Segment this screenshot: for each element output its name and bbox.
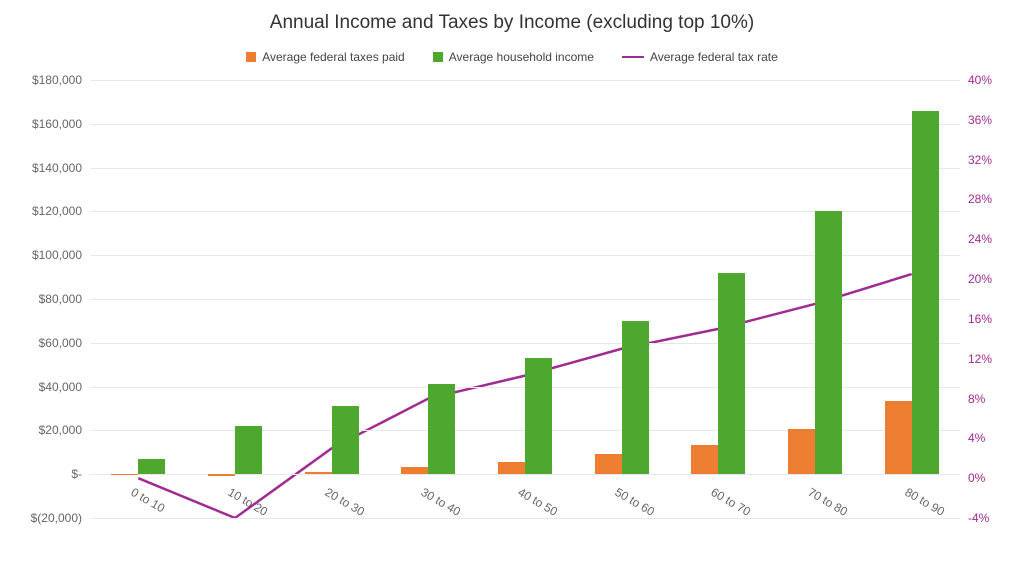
y-right-tick-label: 32% xyxy=(968,153,1018,167)
bar-taxes xyxy=(595,454,622,474)
gridline xyxy=(90,80,960,81)
y-left-tick-label: $60,000 xyxy=(2,336,82,350)
y-right-tick-label: 8% xyxy=(968,392,1018,406)
legend-item-income: Average household income xyxy=(433,50,594,64)
y-right-tick-label: 24% xyxy=(968,232,1018,246)
legend-label-taxes: Average federal taxes paid xyxy=(262,50,405,64)
legend-swatch-rate xyxy=(622,56,644,59)
gridline xyxy=(90,168,960,169)
y-left-tick-label: $180,000 xyxy=(2,73,82,87)
y-right-tick-label: 36% xyxy=(968,113,1018,127)
y-left-tick-label: $40,000 xyxy=(2,380,82,394)
y-left-tick-label: $120,000 xyxy=(2,204,82,218)
chart-title: Annual Income and Taxes by Income (exclu… xyxy=(0,12,1024,34)
y-right-tick-label: 4% xyxy=(968,431,1018,445)
bar-income xyxy=(718,273,745,474)
bar-income xyxy=(138,459,165,474)
y-left-tick-label: $160,000 xyxy=(2,117,82,131)
y-right-tick-label: 20% xyxy=(968,272,1018,286)
bar-taxes xyxy=(305,472,332,475)
legend-swatch-income xyxy=(433,52,443,62)
bar-taxes xyxy=(498,462,525,474)
bar-taxes xyxy=(208,474,235,476)
bar-income xyxy=(525,358,552,474)
y-right-tick-label: 0% xyxy=(968,471,1018,485)
bar-income xyxy=(235,426,262,474)
bar-taxes xyxy=(788,429,815,474)
bar-taxes xyxy=(111,474,138,475)
bar-income xyxy=(332,406,359,474)
bar-taxes xyxy=(885,401,912,474)
y-right-tick-label: 28% xyxy=(968,192,1018,206)
bar-income xyxy=(622,321,649,474)
bar-income xyxy=(815,211,842,474)
legend-item-rate: Average federal tax rate xyxy=(622,50,778,64)
y-right-tick-label: 40% xyxy=(968,73,1018,87)
plot-area: $(20,000)$-$20,000$40,000$60,000$80,000$… xyxy=(90,80,960,518)
y-right-tick-label: 16% xyxy=(968,312,1018,326)
legend-swatch-taxes xyxy=(246,52,256,62)
bar-taxes xyxy=(691,445,718,475)
gridline xyxy=(90,124,960,125)
chart-legend: Average federal taxes paid Average house… xyxy=(0,50,1024,64)
y-left-tick-label: $(20,000) xyxy=(2,511,82,525)
y-left-tick-label: $140,000 xyxy=(2,161,82,175)
legend-label-rate: Average federal tax rate xyxy=(650,50,778,64)
y-right-tick-label: 12% xyxy=(968,352,1018,366)
legend-label-income: Average household income xyxy=(449,50,594,64)
y-left-tick-label: $20,000 xyxy=(2,423,82,437)
y-right-tick-label: -4% xyxy=(968,511,1018,525)
bar-taxes xyxy=(401,467,428,474)
y-left-tick-label: $100,000 xyxy=(2,248,82,262)
legend-item-taxes: Average federal taxes paid xyxy=(246,50,405,64)
bar-income xyxy=(912,111,939,475)
chart-container: Annual Income and Taxes by Income (exclu… xyxy=(0,0,1024,568)
y-left-tick-label: $80,000 xyxy=(2,292,82,306)
bar-income xyxy=(428,384,455,474)
y-left-tick-label: $- xyxy=(2,467,82,481)
gridline xyxy=(90,518,960,519)
